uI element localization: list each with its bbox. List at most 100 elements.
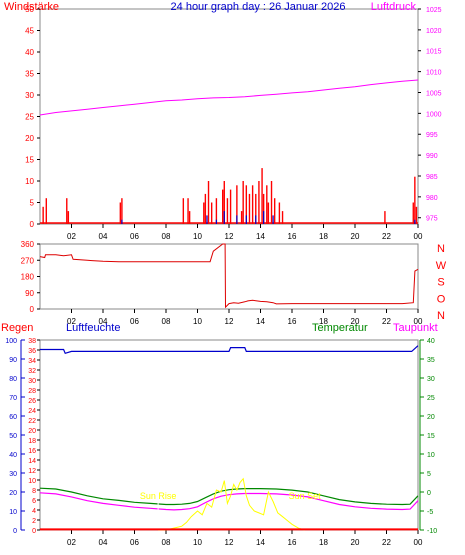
humidity-tick-label: 28 [28, 388, 36, 395]
humidity-tick-label: 6 [32, 498, 36, 505]
time-tick-label: 04 [99, 538, 108, 547]
rain-tick-label: 0 [13, 528, 17, 535]
panel-1-series [39, 79, 419, 224]
panel-rain-humidity-temp: Regen Luftfeuchte Temperatur Taupunkt 0 1… [1, 322, 438, 547]
rain-tick-label: 80 [9, 376, 17, 383]
humidity-tick-label: 4 [32, 508, 36, 515]
rain-tick-label: 40 [9, 452, 17, 459]
pressure-line [39, 79, 419, 116]
temperature-axis-ticks: -10 -5 0 5 10 15 20 25 30 35 40 [419, 338, 437, 535]
time-tick-label: 16 [288, 317, 297, 326]
wind-tick-label: 10 [25, 177, 34, 186]
pressure-tick-label: 995 [426, 132, 438, 139]
panel-2-time-ticks: 02 04 06 08 10 12 14 16 18 20 22 00 [67, 309, 423, 326]
direction-tick-label: 360 [21, 240, 35, 249]
panel-1-time-ticks: 02 04 06 08 10 12 14 16 18 20 22 00 [67, 224, 423, 241]
panel-wind-pressure: Windstärke 24 hour graph day : 26 Januar… [4, 1, 442, 241]
time-tick-label: 00 [414, 232, 423, 241]
pressure-tick-label: 1025 [426, 7, 442, 14]
sunrise-label: Sun Rise [140, 491, 177, 501]
time-tick-label: 18 [319, 317, 328, 326]
panel-2-series [39, 243, 419, 309]
dewpoint-label: Taupunkt [393, 322, 438, 334]
rain-tick-label: 70 [9, 395, 17, 402]
panel-2-frame [39, 243, 419, 310]
temperature-tick-label: 30 [427, 376, 435, 383]
humidity-tick-label: 2 [32, 518, 36, 525]
rain-tick-label: 90 [9, 357, 17, 364]
sunset-label: Sun Set [289, 491, 322, 501]
chart-title: 24 hour graph day : 26 Januar 2026 [171, 1, 346, 13]
pressure-tick-label: 1005 [426, 90, 442, 97]
compass-label: O [437, 293, 446, 305]
pressure-tick-label: 980 [426, 195, 438, 202]
direction-tick-label: 180 [21, 273, 35, 282]
direction-line [39, 243, 419, 309]
temperature-tick-label: 20 [427, 414, 435, 421]
time-tick-label: 08 [162, 538, 171, 547]
time-tick-label: 06 [130, 232, 139, 241]
pressure-tick-label: 985 [426, 174, 438, 181]
compass-label: S [437, 277, 444, 289]
humidity-tick-label: 32 [28, 368, 36, 375]
temperature-label: Temperatur [312, 322, 368, 334]
humidity-tick-label: 12 [28, 468, 36, 475]
humidity-tick-label: 24 [28, 408, 36, 415]
dewpoint-line [39, 492, 419, 511]
humidity-tick-label: 36 [28, 348, 36, 355]
wind-tick-label: 45 [25, 27, 34, 36]
wind-tick-label: 30 [25, 91, 34, 100]
wind-tick-label: 0 [30, 220, 35, 229]
pressure-tick-label: 990 [426, 153, 438, 160]
rain-axis-ticks: 0 10 20 30 40 50 60 70 80 90 100 [5, 338, 25, 535]
panel-3-frame [39, 339, 419, 531]
temperature-tick-label: 0 [427, 490, 431, 497]
time-tick-label: 16 [288, 538, 297, 547]
time-tick-label: 16 [288, 232, 297, 241]
time-tick-label: 20 [351, 538, 360, 547]
time-tick-label: 00 [414, 538, 423, 547]
pressure-axis-ticks: 975 980 985 990 995 1000 1005 1010 1015 1020 1025 [418, 7, 442, 223]
rain-label: Regen [1, 322, 33, 334]
time-tick-label: 12 [225, 232, 234, 241]
humidity-tick-label: 38 [28, 338, 36, 345]
time-tick-label: 02 [67, 538, 76, 547]
rain-tick-label: 20 [9, 490, 17, 497]
temperature-tick-label: -10 [427, 528, 437, 535]
humidity-label: Luftfeuchte [66, 322, 120, 334]
temperature-tick-label: 5 [427, 471, 431, 478]
time-tick-label: 12 [225, 538, 234, 547]
time-tick-label: 12 [225, 317, 234, 326]
humidity-tick-label: 34 [28, 358, 36, 365]
direction-axis-ticks: 0 90 180 270 360 [21, 240, 40, 314]
solar-line [158, 477, 305, 531]
wind-tick-label: 5 [30, 199, 35, 208]
temperature-tick-label: 35 [427, 357, 435, 364]
time-tick-label: 14 [256, 317, 265, 326]
direction-tick-label: 0 [30, 305, 35, 314]
direction-tick-label: 90 [25, 289, 34, 298]
temperature-tick-label: 40 [427, 338, 435, 345]
time-tick-label: 04 [99, 317, 108, 326]
time-tick-label: 20 [351, 317, 360, 326]
time-tick-label: 08 [162, 232, 171, 241]
wind-tick-label: 40 [25, 48, 34, 57]
humidity-line [40, 345, 419, 355]
time-tick-label: 04 [99, 232, 108, 241]
pressure-tick-label: 1020 [426, 28, 442, 35]
time-tick-label: 06 [130, 317, 139, 326]
wind-tick-label: 25 [25, 113, 34, 122]
wind-axis-ticks: 0 5 10 15 20 25 30 35 40 45 50 [25, 5, 40, 229]
time-tick-label: 22 [382, 538, 391, 547]
rain-tick-label: 100 [5, 338, 17, 345]
temperature-tick-label: 10 [427, 452, 435, 459]
time-tick-label: 06 [130, 538, 139, 547]
panel-1-frame [39, 8, 419, 225]
panel-3-series [39, 345, 419, 531]
time-tick-label: 08 [162, 317, 171, 326]
compass-label: N [437, 243, 445, 255]
time-tick-label: 10 [193, 317, 202, 326]
